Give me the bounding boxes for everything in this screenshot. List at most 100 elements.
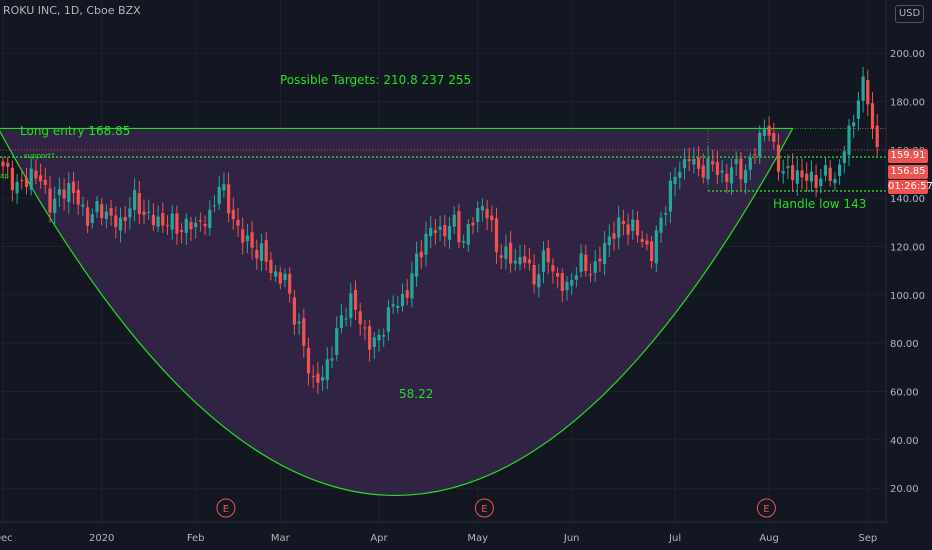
price-axis[interactable]: 20.0040.0060.0080.00100.00120.00140.0016… xyxy=(887,0,932,522)
candle-body xyxy=(302,318,306,346)
possible-targets-label: Possible Targets: 210.8 237 255 xyxy=(280,73,472,87)
candle-body xyxy=(612,233,616,239)
time-axis[interactable]: Dec 2020 Feb Mar Apr May Jun Jul Aug Sep xyxy=(0,523,932,550)
candle-body xyxy=(654,230,658,264)
candle-body xyxy=(363,327,367,329)
candle-body xyxy=(316,373,320,383)
time-axis-tick-label: Dec xyxy=(0,533,13,544)
time-axis-tick-label: Jul xyxy=(668,533,681,544)
candle-body xyxy=(424,233,428,255)
candle-body xyxy=(344,318,348,320)
candle-body xyxy=(673,176,677,185)
candle-body xyxy=(650,241,654,262)
candle-body xyxy=(128,208,132,218)
price-axis-tick-label: 80.00 xyxy=(890,339,919,350)
candle-body xyxy=(452,214,456,227)
candle-body xyxy=(353,289,358,310)
candle-body xyxy=(90,214,94,223)
candle-body xyxy=(518,257,522,265)
bar-countdown-tag: 01:26:57 xyxy=(888,180,932,194)
candle-body xyxy=(546,247,550,263)
support-label: support? xyxy=(24,152,55,160)
candle-body xyxy=(870,103,875,129)
candle-body xyxy=(861,76,865,101)
candle-body xyxy=(76,189,80,205)
candle-body xyxy=(640,238,644,242)
candle-body xyxy=(692,159,696,165)
candle-body xyxy=(471,222,475,226)
candle-body xyxy=(67,183,71,202)
candle-body xyxy=(57,189,61,196)
time-axis-tick-label: Jun xyxy=(563,533,580,544)
earnings-marker-label: E xyxy=(223,504,229,515)
candle-body xyxy=(687,159,691,161)
candle-body xyxy=(419,251,423,258)
current-price-tag: 159.91 xyxy=(888,149,928,163)
earnings-marker-circle xyxy=(756,498,776,518)
time-axis-tick-label: May xyxy=(467,533,488,544)
candle-body xyxy=(198,220,202,222)
candle-body xyxy=(283,273,287,281)
earnings-marker-circle xyxy=(216,498,236,518)
candle-body xyxy=(48,188,52,213)
candle-body xyxy=(175,213,179,234)
handle-low-label: Handle low 143 xyxy=(773,197,867,211)
candle-body xyxy=(269,259,273,274)
candle-body xyxy=(607,236,611,246)
candle-body xyxy=(109,208,113,216)
candle-body xyxy=(598,258,602,262)
candle-body xyxy=(29,168,33,190)
candle-body xyxy=(805,173,809,181)
time-axis-tick-label: Apr xyxy=(370,533,388,544)
price-axis-tick-label: 100.00 xyxy=(890,291,925,302)
candle-body xyxy=(39,175,43,182)
candle-body xyxy=(104,211,108,219)
candle-body xyxy=(668,180,672,212)
candle-body xyxy=(203,224,207,227)
candle-body xyxy=(349,293,353,318)
currency-badge[interactable]: USD xyxy=(895,5,924,23)
candle-body xyxy=(791,165,795,181)
candle-body xyxy=(43,179,47,186)
candle-body xyxy=(194,222,198,228)
candle-body xyxy=(781,171,785,174)
candle-body xyxy=(118,217,123,231)
price-axis-background xyxy=(887,0,932,522)
candle-body xyxy=(86,207,90,226)
candle-body xyxy=(767,125,771,136)
candle-body xyxy=(396,305,400,308)
candle-body xyxy=(231,209,235,220)
candle-body xyxy=(852,122,856,127)
candle-body xyxy=(377,334,381,341)
candle-body xyxy=(532,264,536,285)
candle-body xyxy=(560,273,564,291)
candle-body xyxy=(682,159,687,169)
candle-body xyxy=(579,253,583,272)
candle-body xyxy=(541,250,546,272)
candle-body xyxy=(222,184,226,191)
candle-body xyxy=(250,232,254,248)
candle-body xyxy=(358,311,362,325)
candle-body xyxy=(180,229,184,232)
candle-body xyxy=(245,235,249,242)
candle-body xyxy=(410,273,414,299)
candle-body xyxy=(330,358,334,361)
candle-body xyxy=(382,335,386,337)
candle-body xyxy=(71,181,76,193)
candle-body xyxy=(734,159,738,164)
candle-body xyxy=(551,265,555,272)
candle-body xyxy=(400,293,405,306)
candle-body xyxy=(856,100,860,119)
time-axis-background xyxy=(0,523,932,550)
candle-body xyxy=(842,151,846,164)
candle-body xyxy=(81,204,85,207)
candle-body xyxy=(504,246,508,259)
candle-body xyxy=(701,165,705,178)
candle-body xyxy=(814,174,818,188)
candle-body xyxy=(523,256,527,263)
candle-body xyxy=(259,243,264,261)
candle-body xyxy=(480,206,484,211)
candle-body xyxy=(819,178,823,187)
candle-body xyxy=(306,347,311,374)
